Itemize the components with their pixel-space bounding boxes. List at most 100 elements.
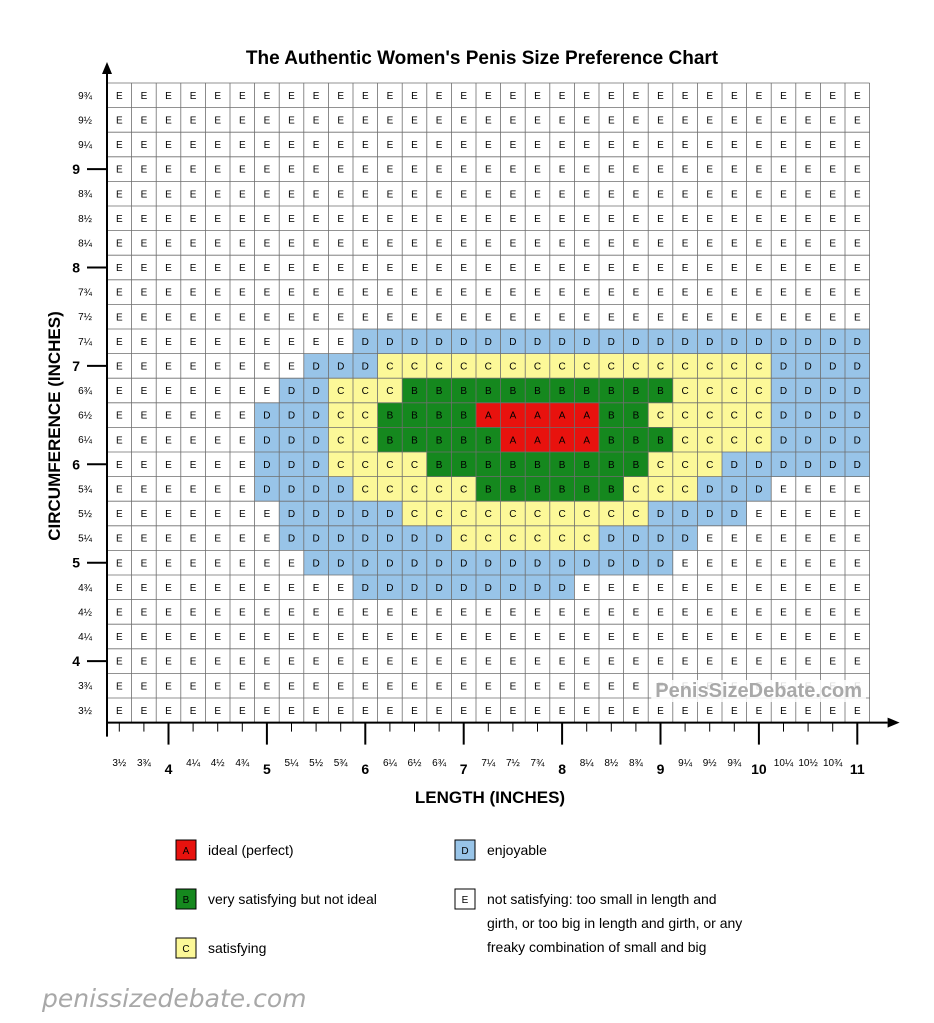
cell-grade-label: E — [165, 165, 172, 176]
grid-cell-4-9: E — [648, 648, 673, 674]
cell-grade-label: D — [288, 386, 295, 397]
cell-grade-label: E — [214, 140, 221, 151]
cell-grade-label: E — [190, 386, 197, 397]
cell-fill — [648, 452, 673, 477]
cell-grade-label: E — [141, 681, 148, 692]
cell-grade-label: E — [682, 706, 689, 717]
grid-cell-7½-7½: E — [500, 304, 526, 329]
cell-fill — [303, 501, 329, 526]
grid-cell-5½-10½: E — [795, 501, 821, 526]
cell-grade-label: E — [239, 91, 246, 102]
cell-grade-label: E — [731, 657, 738, 668]
x-tick-label: 4¼ — [186, 757, 201, 769]
y-tick-label: 6½ — [78, 411, 93, 422]
grid-cell-4¾-9: E — [648, 575, 673, 600]
cell-fill — [722, 501, 747, 526]
cell-fill — [156, 427, 181, 452]
cell-grade-label: E — [116, 681, 123, 692]
cell-fill — [599, 230, 624, 256]
grid-cell-7¼-4¾: E — [230, 329, 255, 354]
grid-cell-7½-3½: E — [107, 304, 132, 329]
cell-fill — [377, 378, 403, 403]
cell-fill — [623, 673, 649, 698]
cell-fill — [574, 624, 599, 649]
cell-fill — [328, 624, 353, 649]
grid-cell-4¾-4: E — [156, 575, 181, 600]
grid-cell-3¾-7¾: E — [525, 673, 550, 698]
cell-grade-label: E — [583, 312, 590, 323]
cell-fill — [279, 476, 304, 502]
grid-cell-7-10½: D — [795, 353, 821, 379]
grid-cell-6½-5½: D — [303, 402, 329, 428]
cell-grade-label: C — [337, 435, 344, 446]
grid-cell-4-10: E — [746, 648, 772, 674]
cell-fill — [451, 501, 476, 526]
cell-grade-label: E — [411, 288, 418, 299]
cell-grade-label: D — [657, 509, 664, 520]
y-tick-label: 3¾ — [78, 681, 93, 692]
cell-fill — [426, 599, 452, 625]
cell-fill — [549, 304, 575, 329]
cell-fill — [230, 476, 255, 502]
grid-cell-7-8½: C — [599, 353, 624, 379]
cell-grade-label: E — [141, 189, 148, 200]
grid-cell-6½-10¾: D — [820, 402, 845, 428]
cell-grade-label: E — [780, 288, 787, 299]
cell-grade-label: B — [608, 460, 615, 471]
cell-fill — [353, 427, 378, 452]
cell-fill — [205, 83, 230, 108]
cell-grade-label: E — [633, 91, 640, 102]
grid-cell-8-5¼: E — [279, 255, 304, 280]
cell-grade-label: D — [804, 435, 811, 446]
grid-cell-8-5½: E — [303, 255, 329, 280]
legend-swatch — [175, 839, 197, 861]
cell-grade-label: B — [436, 386, 443, 397]
cell-grade-label: E — [780, 165, 787, 176]
grid-cell-7¾-3¾: E — [131, 279, 157, 305]
cell-fill — [599, 501, 624, 526]
y-tick-label: 4¾ — [78, 583, 93, 594]
grid-cell-7¾-10: E — [746, 279, 772, 305]
legend-label: freaky combination of small and big — [487, 939, 706, 955]
grid-cell-9½-10¾: E — [820, 107, 845, 133]
cell-grade-label: E — [534, 632, 541, 643]
cell-grade-label: E — [190, 288, 197, 299]
cell-fill — [131, 698, 157, 723]
cell-grade-label: E — [706, 214, 713, 225]
grid-cell-7¾-9¾: E — [722, 279, 747, 305]
grid-cell-8¾-10¼: E — [771, 181, 796, 206]
cell-fill — [156, 206, 181, 231]
grid-cell-5¼-9: D — [648, 525, 673, 551]
grid-cell-6-4¼: E — [180, 452, 206, 477]
cell-grade-label: E — [362, 288, 369, 299]
cell-fill — [599, 156, 624, 182]
cell-fill — [722, 156, 747, 182]
grid-cell-4-7: E — [451, 648, 476, 674]
cell-fill — [230, 427, 255, 452]
grid-cell-6¾-3¾: E — [131, 378, 157, 403]
grid-cell-6-10: D — [746, 452, 772, 477]
grid-cell-8-6½: E — [402, 255, 427, 280]
grid-cell-5¾-6¾: C — [426, 476, 452, 502]
cell-fill — [549, 452, 575, 477]
cell-fill — [303, 206, 329, 231]
grid-cell-9¼-7¾: E — [525, 132, 550, 157]
x-tick-label: 8½ — [604, 758, 619, 769]
cell-grade-label: E — [337, 239, 344, 250]
cell-fill — [697, 550, 722, 575]
grid-cell-8¾-7: E — [451, 181, 476, 206]
cell-grade-label: E — [116, 583, 123, 594]
grid-cell-6½-9¾: C — [722, 402, 747, 428]
grid-cell-9½-4: E — [156, 107, 181, 133]
cell-grade-label: E — [239, 312, 246, 323]
grid-cell-8-11: E — [845, 255, 870, 280]
cell-grade-label: E — [706, 534, 713, 545]
cell-grade-label: E — [854, 485, 861, 496]
cell-fill — [697, 624, 722, 649]
cell-grade-label: C — [706, 362, 713, 373]
cell-fill — [476, 329, 501, 354]
cell-fill — [180, 304, 206, 329]
cell-fill — [230, 83, 255, 108]
cell-grade-label: E — [141, 534, 148, 545]
grid-cell-9¼-4: E — [156, 132, 181, 157]
